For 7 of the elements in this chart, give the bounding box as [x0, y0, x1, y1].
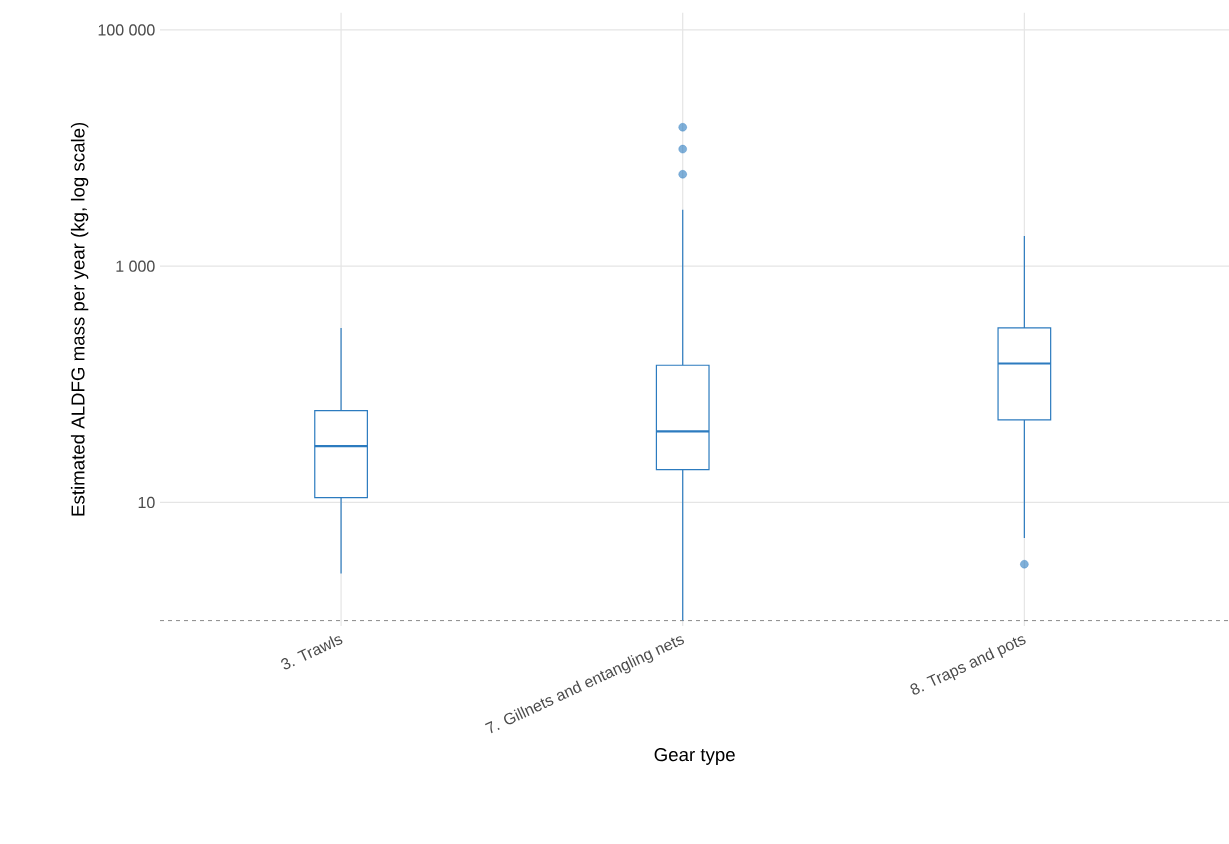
x-axis-title: Gear type: [654, 747, 735, 765]
y-axis-title: Estimated ALDFG mass per year (kg, log scale): [70, 122, 89, 516]
y-tick-label: 100 000: [98, 24, 155, 36]
x-tick-label: 3. Trawls: [281, 636, 343, 670]
y-tick-label: 10: [138, 496, 155, 509]
y-tick-label: 1 000: [116, 260, 155, 272]
x-tick-label: 8. Traps and pots: [910, 636, 1026, 695]
